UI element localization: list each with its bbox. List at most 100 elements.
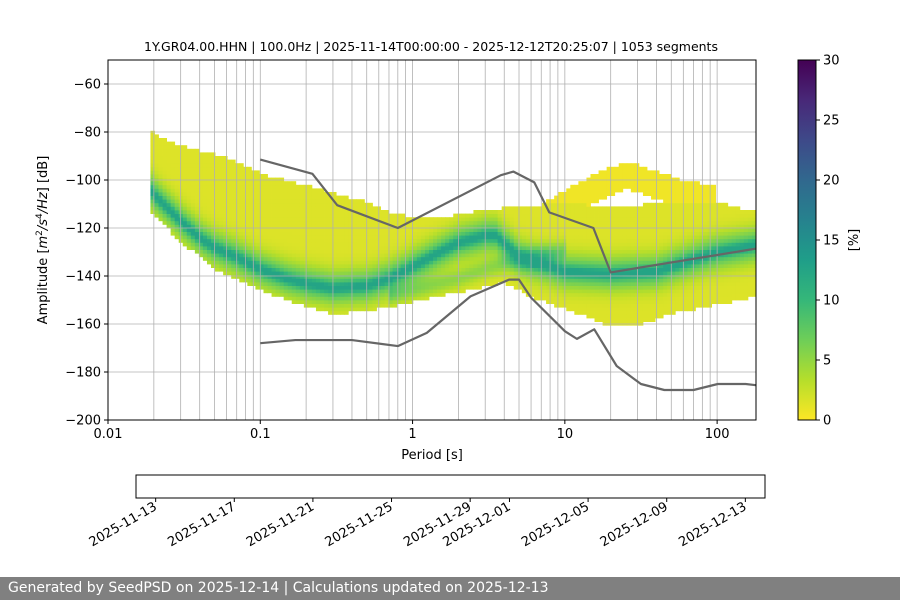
heatmap-cell [626,166,632,171]
heatmap-cell [529,210,535,214]
heatmap-cell [392,242,398,247]
heatmap-cell [687,307,692,312]
heatmap-cell [489,242,494,247]
heatmap-cell [630,282,636,286]
heatmap-cell [211,246,216,250]
heatmap-cell [424,249,430,254]
heatmap-cell [279,242,285,247]
heatmap-cell [598,238,603,243]
heatmap-cell [590,242,595,247]
heatmap-cell [622,253,628,258]
heatmap-cell [594,310,599,315]
heatmap-cell [235,206,240,211]
heatmap-cell [384,303,390,308]
heatmap-cell [659,188,664,193]
heatmap-cell [408,278,414,283]
heatmap-cell [614,303,620,308]
heatmap-cell [739,242,745,247]
heatmap-cell [642,303,648,308]
heatmap-cell [239,238,244,243]
heatmap-cell [727,228,733,232]
heatmap-cell [158,170,163,175]
heatmap-cell [461,260,466,265]
heatmap-cell [206,152,212,157]
heatmap-cell [598,231,603,236]
heatmap-cell [481,264,486,268]
heatmap-cell [271,231,276,236]
heatmap-cell [360,260,365,265]
heatmap-cell [731,296,737,301]
heatmap-cell [392,217,398,222]
heatmap-cell [396,246,402,250]
y-tick-label: −60 [74,78,101,93]
heatmap-cell [182,206,188,211]
heatmap-cell [735,246,741,250]
heatmap-cell [182,199,188,204]
heatmap-cell [659,267,664,272]
heatmap-cell [610,267,616,272]
heatmap-cell [227,192,232,196]
heatmap-cell [380,231,385,236]
heatmap-cell [158,145,163,150]
heatmap-cell [566,202,571,207]
heatmap-cell [404,282,410,286]
heatmap-cell [574,285,579,290]
heatmap-cell [655,235,660,240]
heatmap-cell [344,296,349,301]
colorbar-tick-label: 30 [823,54,840,69]
heatmap-cell [667,296,672,301]
heatmap-cell [594,289,599,294]
heatmap-cell [202,184,208,189]
heatmap-cell [489,228,494,232]
heatmap-cell [352,303,357,308]
heatmap-cell [671,238,676,243]
heatmap-cell [622,278,628,283]
heatmap-cell [586,260,591,265]
heatmap-cell [275,289,281,294]
heatmap-cell [566,289,571,294]
heatmap-cell [287,199,293,204]
heatmap-cell [283,210,289,214]
heatmap-cell [424,231,430,236]
heatmap-cell [227,188,232,193]
heatmap-cell [578,289,583,294]
heatmap-cell [267,228,272,232]
heatmap-cell [404,228,410,232]
heatmap-cell [307,274,313,279]
heatmap-cell [336,220,341,225]
heatmap-cell [570,192,575,196]
heatmap-cell [259,246,264,250]
heatmap-cell [215,206,220,211]
heatmap-cell [570,184,575,189]
heatmap-cell [594,174,599,178]
heatmap-cell [291,292,297,297]
heatmap-cell [259,220,264,225]
heatmap-cell [206,235,212,240]
heatmap-cell [626,310,632,315]
heatmap-cell [384,274,390,279]
psd-heatmap [150,130,756,326]
heatmap-cell [400,217,406,222]
heatmap-cell [344,199,349,204]
heatmap-cell [606,260,612,265]
heatmap-cell [542,249,547,254]
heatmap-cell [663,206,668,211]
heatmap-cell [711,246,717,250]
heatmap-cell [449,228,454,232]
heatmap-cell [194,192,200,196]
heatmap-cell [542,271,547,276]
heatmap-cell [642,202,648,207]
heatmap-cell [219,170,224,175]
heatmap-cell [614,231,620,236]
heatmap-cell [622,292,628,297]
heatmap-cell [356,300,361,304]
heatmap-cell [719,271,725,276]
heatmap-cell [198,238,204,243]
heatmap-cell [606,181,612,186]
heatmap-cell [695,220,700,225]
heatmap-cell [441,228,446,232]
heatmap-cell [489,253,494,258]
heatmap-cell [679,264,684,268]
heatmap-cell [408,253,414,258]
heatmap-cell [574,282,579,286]
